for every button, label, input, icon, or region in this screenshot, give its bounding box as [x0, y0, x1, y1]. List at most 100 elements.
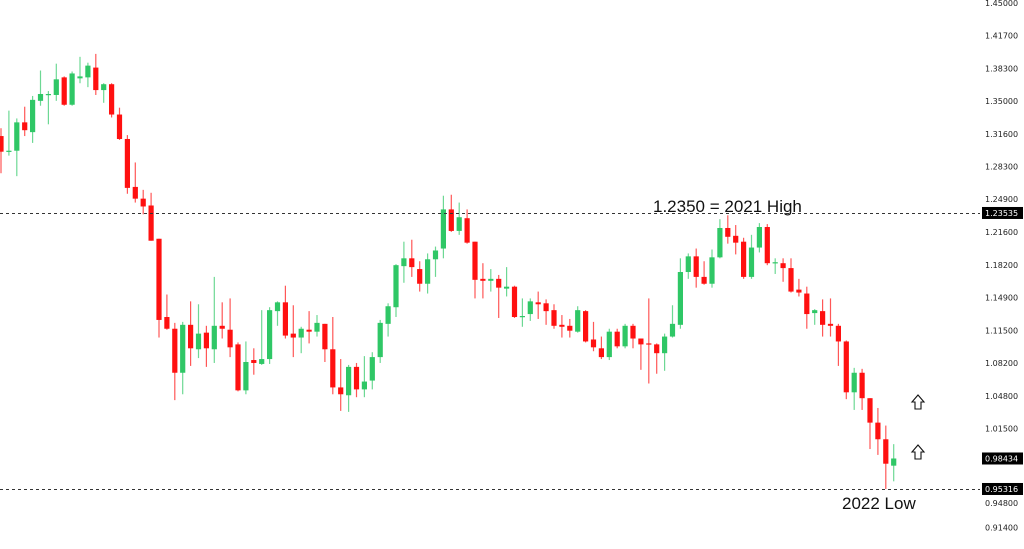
level-price-tag-bg	[982, 482, 1023, 495]
y-tick-label: 1.11500	[985, 327, 1018, 336]
candle	[835, 323, 841, 366]
candle-body	[717, 227, 723, 258]
candle-body	[820, 311, 826, 325]
candle-body	[361, 381, 367, 390]
candle-body	[385, 306, 391, 324]
candle	[741, 237, 747, 279]
candle	[338, 359, 344, 411]
up-arrow-icon	[910, 444, 926, 460]
candle	[353, 362, 360, 398]
candle	[346, 364, 352, 412]
candles-layer	[0, 53, 897, 489]
candle	[432, 246, 439, 277]
candle-body	[314, 322, 320, 332]
y-tick-label: 1.18200	[985, 261, 1018, 270]
candle-body	[77, 76, 83, 79]
y-tick-label: 1.28300	[985, 162, 1018, 171]
candle	[677, 258, 683, 329]
candle-body	[338, 387, 344, 395]
candle	[464, 209, 470, 244]
y-tick-label: 0.94800	[985, 499, 1018, 508]
annotation-2022-low: 2022 Low	[842, 494, 916, 513]
candle-body	[267, 310, 273, 360]
candle	[780, 258, 786, 282]
y-tick-label: 1.01500	[985, 425, 1018, 434]
candle	[132, 162, 138, 203]
candle-body	[835, 325, 841, 342]
candle-body	[235, 344, 241, 391]
candle	[820, 299, 826, 337]
candle-body	[772, 262, 778, 264]
candle-body	[30, 99, 36, 133]
candle	[756, 223, 762, 253]
candle-body	[393, 265, 399, 308]
level-price-tag: 0.95316	[985, 485, 1018, 494]
candle-body	[630, 325, 636, 339]
candle-body	[156, 238, 162, 320]
current-price-tag-bg	[982, 452, 1023, 465]
candle	[69, 71, 75, 106]
candle-body	[504, 286, 510, 289]
candle-body	[535, 302, 541, 305]
candle-body	[417, 269, 423, 284]
candle-body	[796, 289, 802, 293]
candle-body	[93, 67, 99, 91]
candle	[796, 278, 802, 297]
candle	[764, 224, 770, 266]
candle	[851, 367, 857, 410]
candle	[116, 107, 123, 140]
candle-body	[575, 310, 581, 332]
y-tick-label: 1.38300	[985, 65, 1018, 74]
candle-body	[551, 310, 557, 326]
candle-body	[109, 84, 115, 115]
candle-body	[559, 324, 565, 327]
candle	[306, 311, 312, 344]
candle	[195, 304, 202, 359]
candle	[843, 340, 849, 400]
candle-body	[472, 241, 478, 280]
candle-body	[322, 323, 328, 350]
candle-body	[274, 302, 281, 312]
candle-body	[480, 278, 486, 281]
candle	[274, 301, 281, 326]
candle	[717, 219, 723, 259]
candle-body	[843, 341, 849, 393]
candle	[622, 323, 628, 349]
candle	[646, 298, 652, 384]
candle-body	[764, 227, 770, 264]
candle-body	[622, 325, 628, 347]
candle	[598, 336, 604, 360]
candle	[219, 302, 225, 339]
candle	[440, 195, 446, 259]
candle	[590, 321, 597, 352]
candle-body	[6, 150, 12, 152]
candle-body	[456, 217, 462, 231]
candle	[543, 299, 549, 325]
candle	[243, 341, 249, 395]
candle-body	[598, 348, 604, 358]
candle-body	[282, 302, 288, 336]
candle	[701, 261, 707, 285]
candle-body	[725, 227, 731, 237]
candle	[267, 307, 273, 364]
candle	[22, 106, 28, 137]
candle-body	[369, 357, 375, 381]
candle-body	[677, 272, 683, 325]
y-tick-label: 1.04800	[985, 392, 1018, 401]
candle	[393, 264, 399, 317]
markers-layer	[910, 394, 926, 460]
candle-body	[401, 258, 407, 267]
candle-body	[701, 276, 707, 284]
candle	[630, 323, 636, 349]
candle-body	[464, 218, 470, 243]
candle-body	[188, 324, 194, 349]
candle	[638, 338, 644, 370]
candle	[859, 368, 865, 410]
candle	[867, 398, 873, 450]
candle-body	[662, 336, 668, 354]
candle	[709, 249, 715, 288]
candle	[488, 269, 494, 292]
candle	[535, 291, 541, 319]
candle-body	[45, 93, 51, 96]
